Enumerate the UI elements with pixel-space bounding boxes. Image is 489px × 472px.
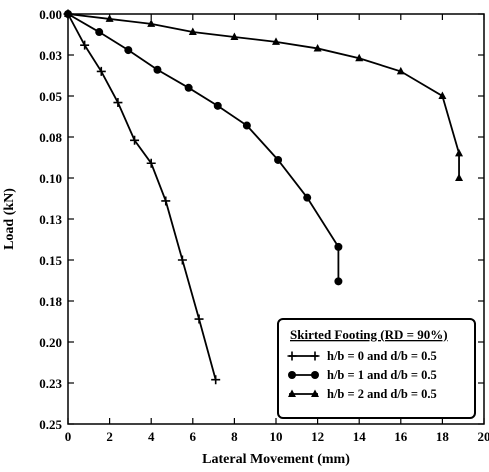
axis-ticks <box>67 13 485 425</box>
data-point <box>272 37 280 45</box>
data-point <box>64 9 72 17</box>
data-point <box>124 46 133 55</box>
data-point <box>95 28 104 37</box>
series-layer <box>63 9 464 385</box>
data-point <box>334 242 343 251</box>
legend-items: h/b = 0 and d/b = 0.5 h/b = 1 and d/b = 0… <box>287 349 437 401</box>
data-point <box>188 27 197 36</box>
legend-marker <box>288 389 296 397</box>
x-tick-label: 18 <box>436 429 450 444</box>
y-tick-labels: 0.00 0.03 0.05 0.08 0.10 0.13 0.15 0.18 0.20 0.23… <box>39 7 62 432</box>
legend-marker <box>288 371 296 379</box>
y-tick-label: 0.03 <box>39 48 62 63</box>
data-point <box>146 158 156 168</box>
legend-item: h/b = 0 and d/b = 0.5 <box>287 349 437 363</box>
data-point <box>313 43 322 52</box>
series-3 <box>64 9 464 181</box>
y-tick-label: 0.20 <box>39 335 62 350</box>
data-point <box>96 66 106 76</box>
legend-item: h/b = 2 and d/b = 0.5 <box>288 387 437 401</box>
series-1 <box>63 9 221 385</box>
x-tick-label: 0 <box>65 429 72 444</box>
x-axis-title: Lateral Movement (mm) <box>202 452 350 467</box>
series-2 <box>64 10 343 286</box>
y-tick-label: 0.00 <box>39 7 62 22</box>
x-tick-label: 4 <box>148 429 155 444</box>
data-point <box>80 40 90 50</box>
legend-marker <box>311 371 319 379</box>
data-point <box>153 65 162 74</box>
x-tick-label: 14 <box>353 429 367 444</box>
data-point <box>355 53 364 62</box>
data-point <box>455 173 464 181</box>
x-tick-label: 2 <box>106 429 113 444</box>
data-point <box>147 19 156 27</box>
data-point <box>161 196 171 206</box>
x-tick-labels: 0 2 4 6 8 10 12 14 16 18 20 <box>65 429 489 444</box>
data-point <box>184 83 193 92</box>
data-point <box>230 32 239 40</box>
legend-marker <box>310 351 320 361</box>
y-tick-label: 0.23 <box>39 376 62 391</box>
data-point <box>303 193 312 202</box>
legend: Skirted Footing (RD = 90%) h/b = 0 and d… <box>277 318 476 419</box>
data-point <box>177 255 187 265</box>
data-point <box>130 135 140 145</box>
legend-marker <box>287 351 297 361</box>
series-line <box>67 13 217 380</box>
series-line <box>67 13 460 178</box>
x-tick-label: 16 <box>394 429 408 444</box>
y-tick-label: 0.25 <box>39 417 62 432</box>
data-point <box>113 98 123 108</box>
y-tick-label: 0.18 <box>39 294 62 309</box>
y-tick-label: 0.05 <box>39 89 62 104</box>
x-tick-label: 12 <box>311 429 324 444</box>
x-tick-label: 6 <box>190 429 197 444</box>
data-point <box>105 14 114 22</box>
legend-item: h/b = 1 and d/b = 0.5 <box>288 368 437 382</box>
x-tick-label: 10 <box>270 429 283 444</box>
y-tick-label: 0.10 <box>39 171 62 186</box>
legend-title: Skirted Footing (RD = 90%) <box>290 327 448 342</box>
y-tick-label: 0.13 <box>39 212 62 227</box>
legend-label: h/b = 1 and d/b = 0.5 <box>327 368 437 382</box>
data-point <box>396 66 405 75</box>
data-point <box>242 121 251 130</box>
data-point <box>438 91 447 99</box>
data-point <box>455 148 464 157</box>
legend-label: h/b = 0 and d/b = 0.5 <box>327 349 437 363</box>
data-point <box>211 375 221 385</box>
series-line <box>67 13 340 282</box>
y-axis-title: Load (kN) <box>2 188 17 250</box>
data-point <box>213 101 222 110</box>
data-point <box>334 277 343 286</box>
legend-box <box>277 318 476 419</box>
data-point <box>194 314 204 324</box>
y-tick-label: 0.15 <box>39 253 62 268</box>
x-tick-label: 8 <box>231 429 238 444</box>
data-point <box>274 155 283 164</box>
x-tick-label: 20 <box>478 429 489 444</box>
y-tick-label: 0.08 <box>39 130 62 145</box>
legend-label: h/b = 2 and d/b = 0.5 <box>327 387 437 401</box>
legend-marker <box>311 389 319 397</box>
